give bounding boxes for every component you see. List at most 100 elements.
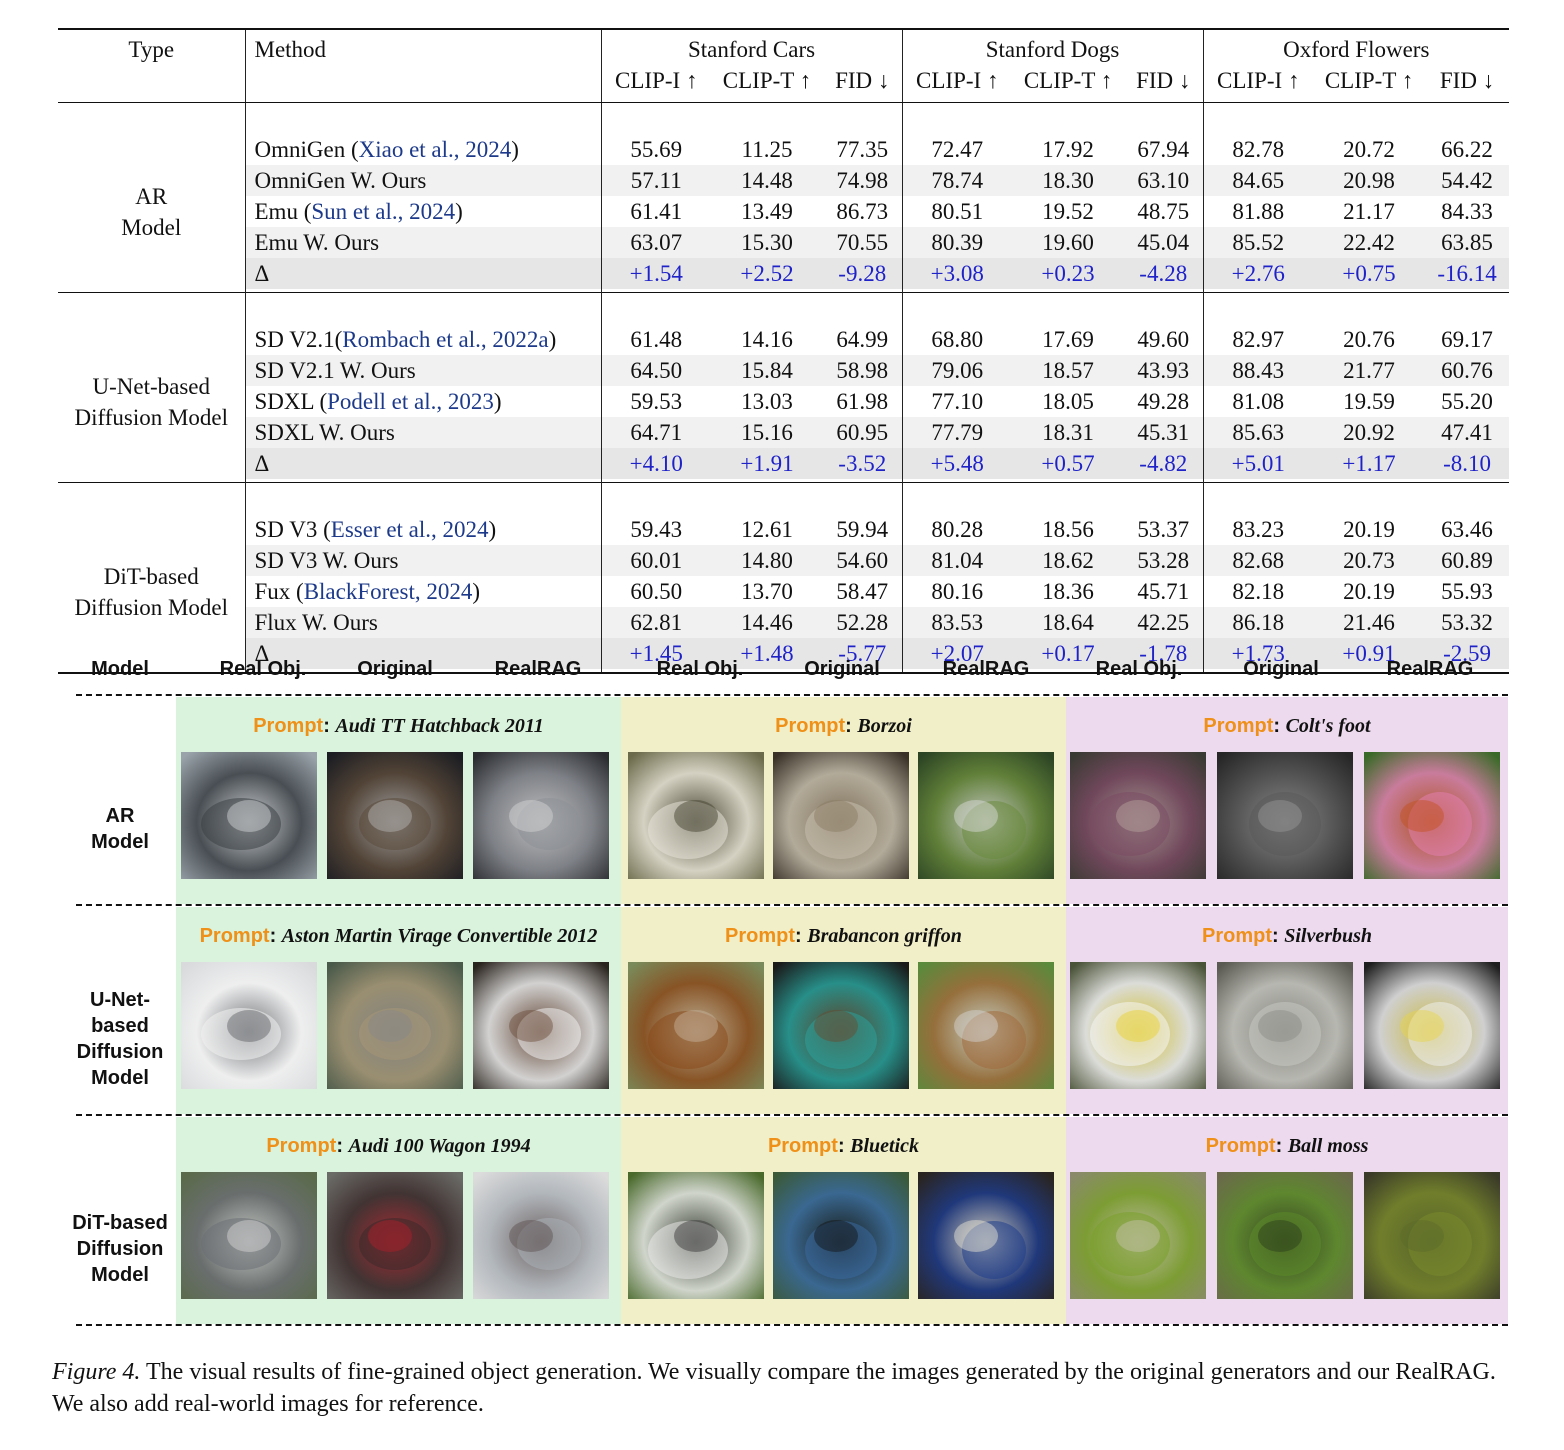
prompt-value: Colt's foot (1285, 715, 1371, 737)
delta-value: +0.57 (1012, 448, 1125, 479)
prompt-key: Prompt (253, 715, 324, 737)
prompt-value: Silverbush (1284, 925, 1373, 947)
metric-value: 19.59 (1343, 389, 1395, 414)
citation-link[interactable]: Esser et al., 2024 (330, 517, 489, 542)
delta-value: +0.23 (1012, 258, 1125, 289)
metric-value: 19.60 (1012, 227, 1125, 258)
metric-value: 14.16 (741, 327, 793, 352)
realrag-generated-image (1364, 752, 1500, 879)
delta-value: +0.91 (1313, 638, 1426, 669)
prompt-value: Audi 100 Wagon 1994 (348, 1135, 531, 1157)
metric-value: 53.37 (1137, 517, 1190, 542)
prompt-key: Prompt (1203, 715, 1274, 737)
realrag-generated-image (473, 962, 609, 1089)
method-name: Flux W. Ours (254, 610, 378, 635)
prompt-label: Prompt: Ball moss (1066, 1135, 1508, 1158)
model-type-line: Diffusion Model (74, 594, 229, 620)
citation-link[interactable]: Sun et al., 2024 (311, 199, 456, 224)
row-label: DiT-based Diffusion Model (60, 1210, 180, 1288)
model-type-cell: AR Model (58, 134, 245, 289)
header-metric: CLIP-T ↑ (1313, 65, 1426, 103)
metric-value: 63.07 (600, 227, 711, 258)
delta-value: -8.10 (1425, 448, 1510, 479)
delta-value: -4.28 (1124, 258, 1204, 289)
metric-value: 82.18 (1202, 576, 1314, 607)
metric-value: 68.80 (901, 324, 1013, 355)
table-row: SDXL W. Ours 64.71 15.16 60.95 77.79 18.31 45.… (58, 417, 1510, 448)
citation-link[interactable]: Podell et al., 2023 (327, 389, 494, 414)
original-generated-image (773, 962, 909, 1089)
metric-value: 74.98 (823, 165, 903, 196)
header-metric: FID ↓ (823, 65, 903, 103)
caption-label: Figure 4. (52, 1359, 141, 1385)
method-name: SDXL W. Ours (254, 420, 395, 445)
table-row: Emu (Sun et al., 2024) 61.41 13.49 86.73 80.… (58, 196, 1509, 227)
row-label-line: U-Net- (90, 988, 150, 1011)
delta-value: +1.48 (711, 638, 823, 669)
prompt-value: Audi TT Hatchback 2011 (335, 715, 544, 737)
column-header: RealRAG (1386, 658, 1474, 680)
citation-link[interactable]: BlackForest, 2024 (303, 579, 473, 604)
method-name: SD V2.1 W. Ours (254, 358, 416, 383)
metric-value: 77.35 (836, 137, 889, 162)
delta-row: Δ +1.45 +1.48 -5.77 +2.07 +0.17 -1.78 +1.73 +0.9… (58, 638, 1510, 669)
metric-value: 62.81 (600, 607, 711, 638)
metric-value: 59.43 (600, 514, 711, 545)
realrag-generated-image (918, 752, 1054, 879)
metric-value: 11.25 (741, 137, 793, 162)
metric-value: 15.16 (711, 417, 823, 448)
model-type-line: Model (121, 214, 182, 240)
prompt-colon: : (269, 925, 282, 947)
metric-value: 18.36 (1042, 579, 1094, 604)
results-table: Type Method Stanford Cars Stanford Dogs … (58, 28, 1510, 674)
metric-value: 42.25 (1124, 607, 1204, 638)
delta-row: Δ +1.54 +2.52 -9.28 +3.08 +0.23 -4.28 +2.76 +0.7… (58, 258, 1510, 289)
row-divider (76, 904, 1508, 906)
original-generated-image (327, 1172, 463, 1299)
delta-value: +1.45 (600, 638, 711, 669)
realrag-generated-image (918, 1172, 1054, 1299)
prompt-label: Prompt: Borzoi (621, 715, 1066, 738)
delta-value: -4.82 (1124, 448, 1204, 479)
metric-value: 60.76 (1425, 355, 1510, 386)
delta-value: +1.73 (1202, 638, 1314, 669)
column-header: Original (804, 658, 880, 680)
metric-value: 12.61 (741, 517, 793, 542)
method-name: Δ (254, 641, 270, 666)
figure-4: Model Real Obj. Original RealRAG Real Obj. Or… (0, 640, 1564, 1340)
metric-value: 61.98 (836, 389, 889, 414)
prompt-colon: : (795, 925, 808, 947)
prompt-key: Prompt (266, 1135, 337, 1157)
metric-value: 20.76 (1343, 327, 1395, 352)
real-object-image (628, 1172, 764, 1299)
delta-value: +0.75 (1313, 258, 1426, 289)
caption-text: The visual results of fine-grained objec… (52, 1359, 1496, 1417)
realrag-generated-image (473, 1172, 609, 1299)
row-divider (76, 1324, 1508, 1326)
method-cell: OmniGen (Xiao et al., 2024) (244, 134, 601, 165)
metric-value: 84.33 (1441, 199, 1493, 224)
method-cell: SD V3 (Esser et al., 2024) (244, 514, 601, 545)
metric-value: 58.98 (823, 355, 903, 386)
prompt-value: Brabancon griffon (807, 925, 962, 947)
metric-value: 15.30 (711, 227, 823, 258)
metric-value: 47.41 (1425, 417, 1510, 448)
method-cell: SD V2.1(Rombach et al., 2022a) (244, 324, 601, 355)
model-type-cell: DiT-based Diffusion Model (58, 514, 245, 669)
citation-link[interactable]: Xiao et al., 2024 (358, 137, 512, 162)
method-cell: SDXL (Podell et al., 2023) (244, 386, 601, 417)
original-generated-image (1217, 962, 1353, 1089)
metric-value: 17.92 (1042, 137, 1094, 162)
realrag-generated-image (1364, 962, 1500, 1089)
citation-link[interactable]: Rombach et al., 2022a (342, 327, 549, 352)
row-divider (76, 694, 1508, 696)
metric-value: 18.64 (1012, 607, 1125, 638)
prompt-label: Prompt: Colt's foot (1066, 715, 1508, 738)
metric-value: 54.42 (1425, 165, 1510, 196)
prompt-value: Borzoi (857, 715, 912, 737)
metric-value: 43.93 (1124, 355, 1204, 386)
metric-value: 58.47 (836, 579, 889, 604)
metric-value: 60.95 (823, 417, 903, 448)
metric-value: 20.98 (1313, 165, 1426, 196)
metric-value: 14.80 (711, 545, 823, 576)
